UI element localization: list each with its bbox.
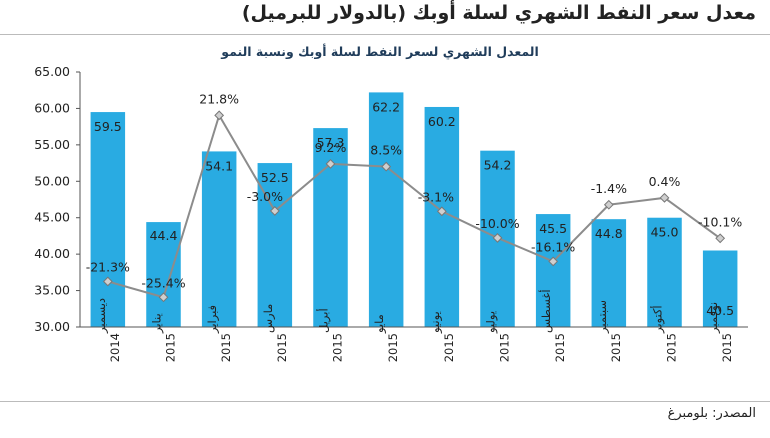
y-tick-label: 30.00 [34,319,70,334]
x-tick-year: 2015 [553,333,567,362]
price-bar [591,219,627,327]
growth-value-label: 0.4% [649,174,681,189]
growth-marker [548,256,559,267]
growth-value-label: -21.3% [86,259,130,274]
price-bar [313,128,348,327]
page-title: معدل سعر النفط الشهري لسلة أوبك (بالدولا… [241,2,756,24]
x-tick-year: 2015 [164,333,178,362]
growth-marker [436,206,447,217]
x-tick-month: نوفمبر [706,302,721,334]
growth-value-label: -25.4% [141,275,185,290]
x-tick-year: 2015 [442,333,456,362]
y-tick-label: 65.00 [34,64,70,79]
bar-value-label: 54.1 [205,158,233,173]
bar-value-label: 45.0 [651,225,679,240]
price-bar [90,112,126,327]
x-tick-month: أبريل [316,308,332,333]
x-tick-year: 2014 [108,333,122,362]
y-tick-label: 55.00 [34,137,70,152]
x-tick-month: مايو [372,314,387,334]
growth-marker [158,292,169,303]
x-tick-year: 2015 [331,333,345,362]
bar-value-label: 54.2 [484,158,512,173]
chart-frame: المعدل الشهري لسعر النفط لسلة أوبك ونسبة… [0,34,770,402]
growth-value-label: -1.4% [591,181,627,196]
price-bar [146,222,181,327]
x-tick-month: مارس [261,304,276,333]
y-tick-label: 35.00 [34,283,70,298]
growth-marker [492,233,503,243]
bar-value-label: 62.2 [372,99,400,114]
oil-price-chart: المعدل الشهري لسعر النفط لسلة أوبك ونسبة… [34,43,748,363]
growth-value-label: 9.2% [315,140,347,155]
growth-value-label: -3.1% [418,189,454,204]
growth-value-label: 21.8% [199,91,239,106]
growth-marker [715,233,726,244]
x-tick-year: 2015 [720,333,734,362]
x-tick-month: يونيو [428,311,443,334]
price-bar [535,214,571,327]
growth-marker [659,192,670,203]
growth-marker [269,206,280,216]
y-tick-label: 40.00 [34,246,70,261]
price-bar [647,217,682,327]
source-note: المصدر: بلومبرغ [667,406,756,421]
x-tick-month: فبراير [205,305,220,334]
price-bar [368,92,404,328]
growth-marker [603,199,614,210]
price-bar [201,151,237,327]
bar-value-label: 52.5 [261,170,289,185]
growth-value-label: -10.0% [475,216,519,231]
y-tick-label: 50.00 [34,173,70,188]
bar-value-label: 59.5 [94,119,122,134]
growth-marker [381,161,392,172]
bar-value-label: 44.8 [595,226,623,241]
x-tick-year: 2015 [386,333,400,362]
x-tick-year: 2015 [609,333,623,362]
y-tick-label: 45.00 [34,210,70,225]
x-tick-year: 2015 [498,333,512,362]
x-tick-month: أكتوبر [650,305,666,334]
growth-line [107,112,721,299]
bar-value-label: 44.4 [150,228,178,243]
growth-marker [102,276,113,287]
growth-value-label: -16.1% [531,239,575,254]
x-tick-year: 2015 [219,333,233,362]
growth-marker [214,110,225,121]
chart-title: المعدل الشهري لسعر النفط لسلة أوبك ونسبة… [220,43,538,59]
bar-value-label: 60.2 [428,114,456,129]
x-tick-year: 2015 [275,333,289,362]
growth-value-label: -3.0% [247,189,283,204]
bar-value-label: 57.3 [317,135,345,150]
x-tick-year: 2015 [665,333,679,362]
growth-marker [325,158,336,169]
x-tick-month: يناير [150,313,165,334]
price-bar [702,250,738,327]
bar-value-label: 45.5 [539,221,567,236]
x-tick-month: سبتمبر [595,300,610,334]
x-tick-month: يوليو [484,311,499,334]
x-tick-month: ديسمبر [94,298,109,334]
x-tick-month: أغسطس [538,289,554,333]
growth-value-label: -10.1% [698,214,742,229]
price-bar [257,163,293,327]
y-tick-label: 60.00 [34,100,70,115]
bar-value-label: 40.5 [706,303,734,318]
growth-value-label: 8.5% [370,143,402,158]
